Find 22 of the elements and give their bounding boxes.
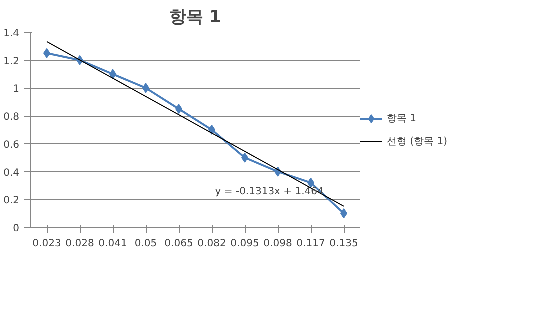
point bbox=[208, 125, 216, 135]
y-tick-label: 1 bbox=[13, 84, 20, 96]
x-tick-label: 0.028 bbox=[66, 238, 94, 250]
y-tick-label: 0.2 bbox=[4, 196, 20, 207]
x-tick-label: 0.05 bbox=[134, 238, 158, 250]
y-tick-label: 1.4 bbox=[4, 28, 20, 40]
x-tick-label: 0.023 bbox=[32, 238, 62, 250]
x-tick-label: 0.098 bbox=[264, 238, 292, 250]
x-tick-label: 0.117 bbox=[296, 238, 326, 250]
legend-label: 항목 1 bbox=[387, 112, 417, 125]
legend-label: 선형 (항목 1) bbox=[387, 135, 448, 148]
x-tick-label: 0.041 bbox=[98, 238, 128, 250]
y-tick-label: 1.2 bbox=[4, 56, 20, 68]
y-tick-label: 0.4 bbox=[4, 168, 20, 179]
chart-title: 항목 1 bbox=[170, 8, 222, 28]
y-tick-label: 0 bbox=[13, 224, 20, 234]
y-tick-label: 0.8 bbox=[4, 112, 20, 124]
x-tick-label: 0.135 bbox=[330, 238, 358, 250]
x-tick-label: 0.095 bbox=[230, 238, 260, 250]
x-tick-label: 0.082 bbox=[198, 238, 226, 250]
x-tick-label: 0.065 bbox=[164, 238, 194, 250]
y-tick-label: 0.6 bbox=[4, 140, 20, 151]
